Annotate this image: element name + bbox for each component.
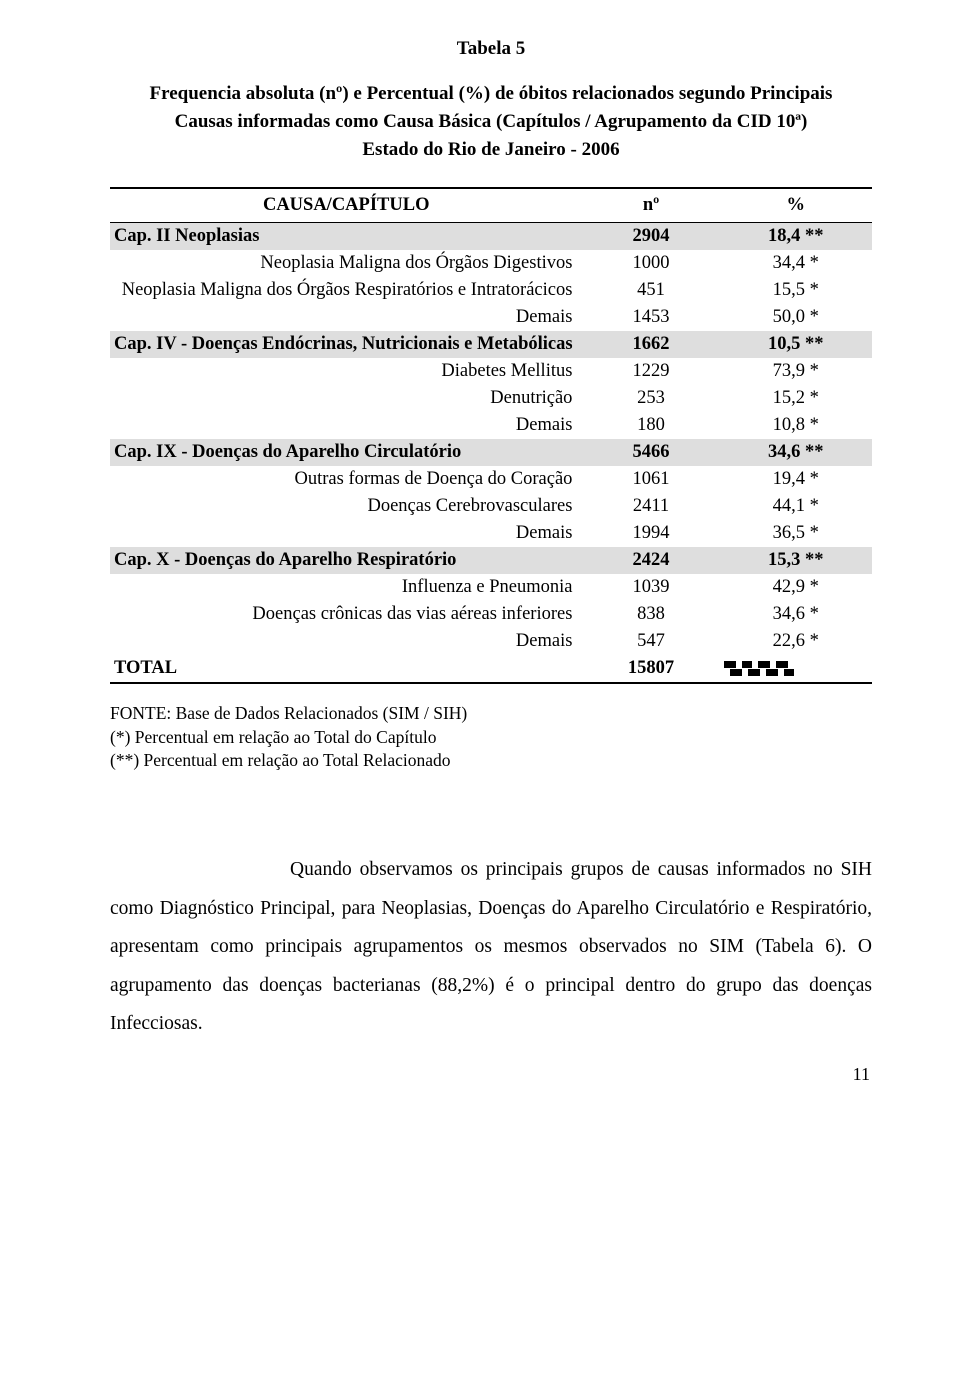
- cell-c1: Demais: [110, 412, 582, 439]
- table-row: Demais18010,8 *: [110, 412, 872, 439]
- footnotes: FONTE: Base de Dados Relacionados (SIM /…: [110, 702, 872, 773]
- total-pct-redacted: [720, 655, 872, 683]
- cell-c1: Denutrição: [110, 385, 582, 412]
- cell-c1: Cap. X - Doenças do Aparelho Respiratóri…: [110, 547, 582, 574]
- cell-c3: 34,4 *: [720, 250, 872, 277]
- page: Tabela 5 Frequencia absoluta (nº) e Perc…: [0, 0, 960, 1115]
- table-row: Neoplasia Maligna dos Órgãos Digestivos1…: [110, 250, 872, 277]
- cell-c3: 44,1 *: [720, 493, 872, 520]
- cell-c2: 2904: [582, 223, 719, 251]
- table-body: Cap. II Neoplasias290418,4 **Neoplasia M…: [110, 223, 872, 656]
- cell-c3: 15,3 **: [720, 547, 872, 574]
- footnote-source: FONTE: Base de Dados Relacionados (SIM /…: [110, 702, 872, 726]
- cell-c1: Influenza e Pneumonia: [110, 574, 582, 601]
- table-subtitle-2: Estado do Rio de Janeiro - 2006: [110, 139, 872, 161]
- cell-c2: 1000: [582, 250, 719, 277]
- cell-c1: Doenças crônicas das vias aéreas inferio…: [110, 601, 582, 628]
- cell-c1: Diabetes Mellitus: [110, 358, 582, 385]
- cell-c3: 34,6 **: [720, 439, 872, 466]
- page-number: 11: [110, 1064, 872, 1085]
- cell-c3: 19,4 *: [720, 466, 872, 493]
- table-row: Doenças Cerebrovasculares241144,1 *: [110, 493, 872, 520]
- cell-c1: Neoplasia Maligna dos Órgãos Digestivos: [110, 250, 582, 277]
- cell-c3: 34,6 *: [720, 601, 872, 628]
- cell-c3: 18,4 **: [720, 223, 872, 251]
- cell-c1: Demais: [110, 520, 582, 547]
- cell-c2: 1229: [582, 358, 719, 385]
- cell-c2: 5466: [582, 439, 719, 466]
- cell-c1: Cap. IV - Doenças Endócrinas, Nutriciona…: [110, 331, 582, 358]
- table-row: Neoplasia Maligna dos Órgãos Respiratóri…: [110, 277, 872, 304]
- table-row: Cap. IX - Doenças do Aparelho Circulatór…: [110, 439, 872, 466]
- cell-c2: 180: [582, 412, 719, 439]
- cell-c3: 42,9 *: [720, 574, 872, 601]
- footnote-star: (*) Percentual em relação ao Total do Ca…: [110, 726, 872, 750]
- table-title: Tabela 5: [110, 38, 872, 60]
- table-row: Diabetes Mellitus122973,9 *: [110, 358, 872, 385]
- table-row: Cap. X - Doenças do Aparelho Respiratóri…: [110, 547, 872, 574]
- redacted-block-icon: [724, 661, 794, 676]
- table-row: Doenças crônicas das vias aéreas inferio…: [110, 601, 872, 628]
- cell-c3: 10,5 **: [720, 331, 872, 358]
- cell-c1: Demais: [110, 304, 582, 331]
- cell-c1: Outras formas de Doença do Coração: [110, 466, 582, 493]
- subtitle-line-2: Causas informadas como Causa Básica (Cap…: [175, 111, 808, 132]
- cell-c2: 2411: [582, 493, 719, 520]
- cell-c1: Doenças Cerebrovasculares: [110, 493, 582, 520]
- table-row: Cap. II Neoplasias290418,4 **: [110, 223, 872, 251]
- cell-c3: 10,8 *: [720, 412, 872, 439]
- cell-c1: Neoplasia Maligna dos Órgãos Respiratóri…: [110, 277, 582, 304]
- table-total-row: TOTAL 15807: [110, 655, 872, 683]
- cell-c1: Cap. IX - Doenças do Aparelho Circulatór…: [110, 439, 582, 466]
- cell-c2: 838: [582, 601, 719, 628]
- table-row: Outras formas de Doença do Coração106119…: [110, 466, 872, 493]
- cell-c2: 1994: [582, 520, 719, 547]
- subtitle-line-1: Frequencia absoluta (nº) e Percentual (%…: [150, 83, 833, 104]
- body-paragraph: Quando observamos os principais grupos d…: [110, 851, 872, 1044]
- cell-c2: 1039: [582, 574, 719, 601]
- total-n: 15807: [582, 655, 719, 683]
- cell-c2: 547: [582, 628, 719, 655]
- cell-c3: 22,6 *: [720, 628, 872, 655]
- table-row: Demais199436,5 *: [110, 520, 872, 547]
- cell-c3: 36,5 *: [720, 520, 872, 547]
- cell-c1: Cap. II Neoplasias: [110, 223, 582, 251]
- cell-c2: 1061: [582, 466, 719, 493]
- table-row: Denutrição25315,2 *: [110, 385, 872, 412]
- cell-c2: 253: [582, 385, 719, 412]
- hdr-causa: CAUSA/CAPÍTULO: [110, 188, 582, 223]
- total-label: TOTAL: [110, 655, 582, 683]
- cell-c2: 1453: [582, 304, 719, 331]
- table-subtitle: Frequencia absoluta (nº) e Percentual (%…: [110, 80, 872, 135]
- cell-c1: Demais: [110, 628, 582, 655]
- cell-c2: 2424: [582, 547, 719, 574]
- cell-c3: 15,2 *: [720, 385, 872, 412]
- hdr-pct: %: [720, 188, 872, 223]
- hdr-n: nº: [582, 188, 719, 223]
- table-row: Influenza e Pneumonia103942,9 *: [110, 574, 872, 601]
- table-row: Cap. IV - Doenças Endócrinas, Nutriciona…: [110, 331, 872, 358]
- table-row: Demais145350,0 *: [110, 304, 872, 331]
- cell-c3: 73,9 *: [720, 358, 872, 385]
- table-header-row: CAUSA/CAPÍTULO nº %: [110, 188, 872, 223]
- table-row: Demais54722,6 *: [110, 628, 872, 655]
- cell-c3: 50,0 *: [720, 304, 872, 331]
- data-table: CAUSA/CAPÍTULO nº % Cap. II Neoplasias29…: [110, 187, 872, 684]
- footnote-dstar: (**) Percentual em relação ao Total Rela…: [110, 749, 872, 773]
- cell-c3: 15,5 *: [720, 277, 872, 304]
- cell-c2: 1662: [582, 331, 719, 358]
- cell-c2: 451: [582, 277, 719, 304]
